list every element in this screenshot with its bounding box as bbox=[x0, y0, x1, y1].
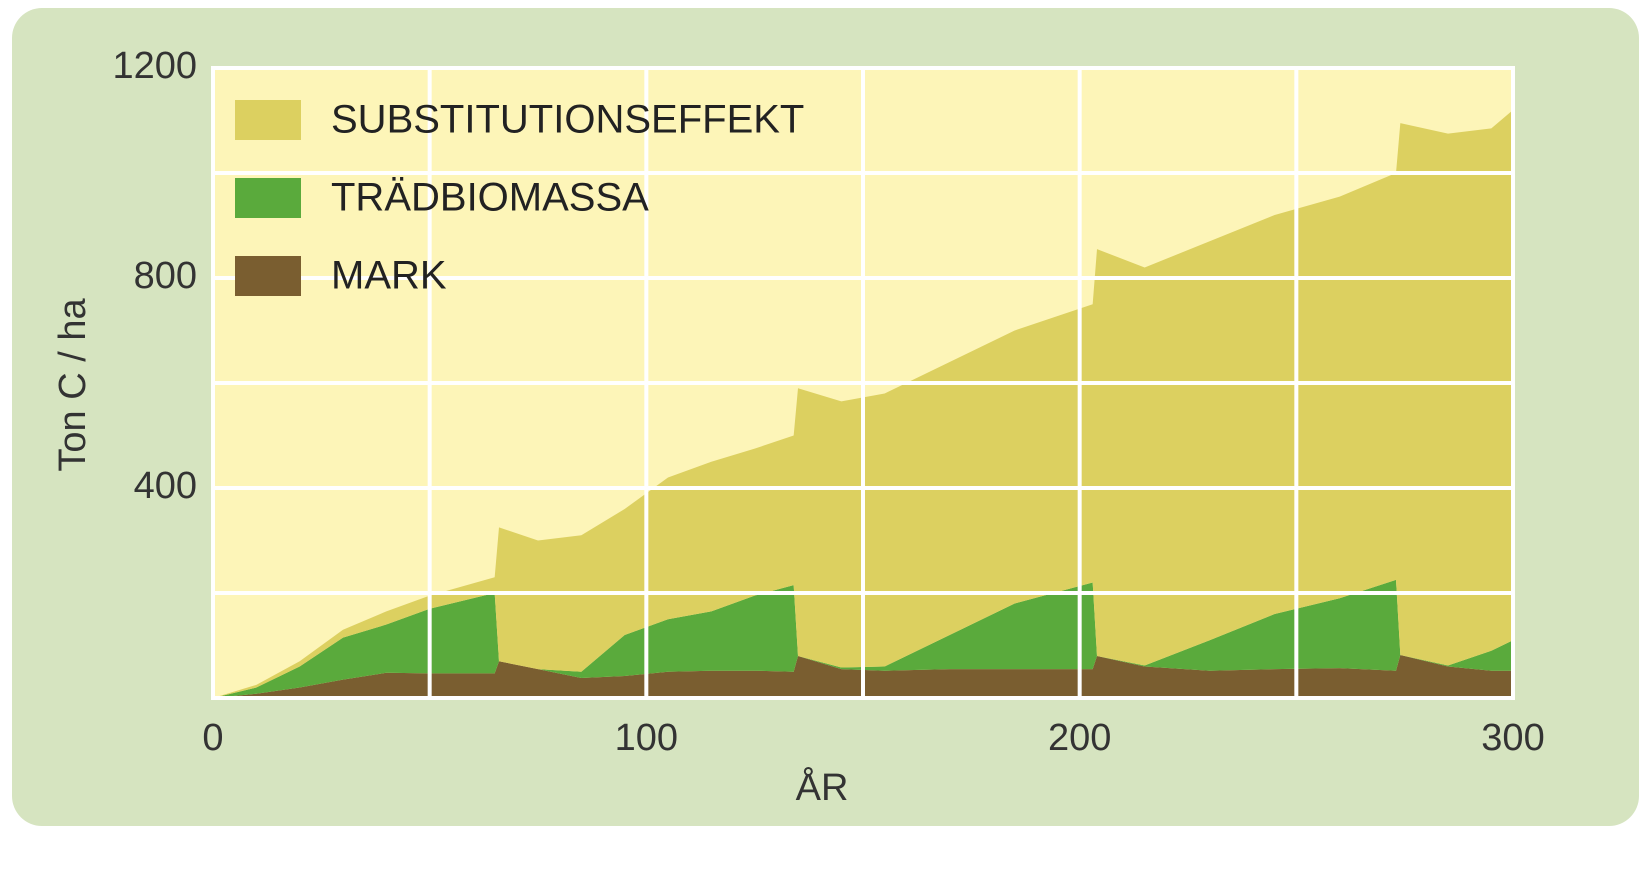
legend-label: SUBSTITUTIONSEFFEKT bbox=[331, 98, 804, 142]
y-tick-label: 800 bbox=[134, 255, 197, 297]
legend-swatch bbox=[235, 256, 301, 296]
area bbox=[213, 579, 1513, 698]
y-axis-label: Ton C / ha bbox=[52, 298, 94, 472]
y-tick-label: 400 bbox=[134, 465, 197, 507]
x-tick-label: 100 bbox=[615, 717, 678, 759]
labels: 400 800 1200 0 100 200 300 SUBSTITUTIONSEFFEKT T… bbox=[112, 45, 1544, 759]
grid bbox=[211, 66, 1515, 700]
plot-frame bbox=[211, 66, 1515, 700]
y-tick-label: 1200 bbox=[112, 45, 197, 87]
legend-swatch bbox=[235, 178, 301, 218]
x-tick-label: 300 bbox=[1481, 717, 1544, 759]
legend-swatch bbox=[235, 100, 301, 140]
x-axis-label: ÅR bbox=[796, 765, 849, 809]
x-tick-label: 0 bbox=[202, 717, 223, 759]
legend-label: TRÄDBIOMASSA bbox=[331, 176, 649, 220]
legend-label: MARK bbox=[331, 254, 447, 298]
x-tick-label: 200 bbox=[1048, 717, 1111, 759]
